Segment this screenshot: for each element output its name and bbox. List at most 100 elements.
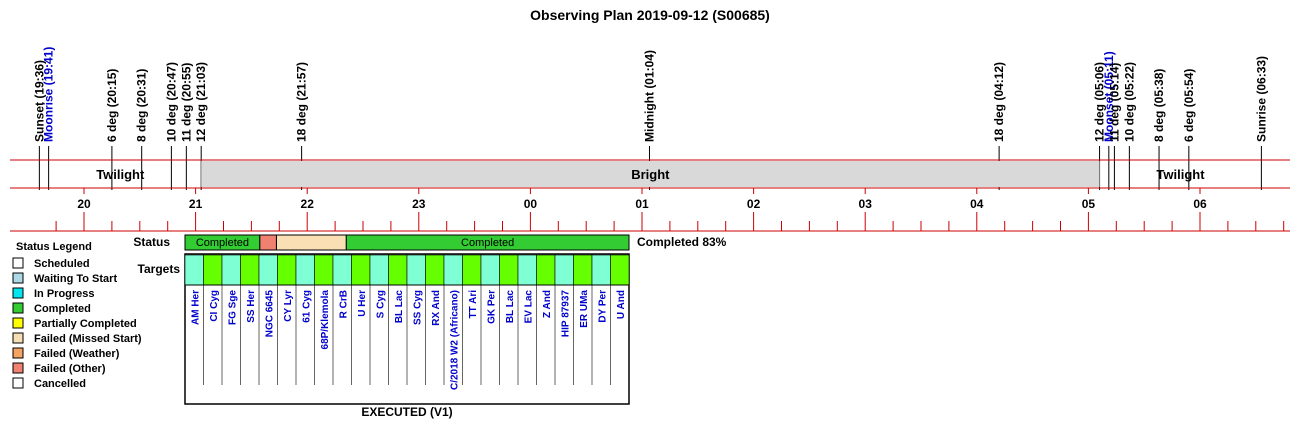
target-cell [203,254,223,286]
status-segment-label: Completed [196,237,249,249]
target-cell [221,254,241,286]
target-name: R CrB [338,290,349,318]
status-summary: Completed 83% [637,235,727,249]
target-name: RX And [431,290,442,326]
event-label: Moonset (05:11) [1102,51,1116,142]
band-label: Twilight [1156,167,1205,182]
target-cell [443,254,463,286]
legend-swatch [12,287,24,299]
event-label: 11 deg (05:14) [1107,63,1121,142]
hour-label: 23 [412,197,426,211]
hour-label: 06 [1193,197,1207,211]
execution-footer: EXECUTED (V1) [361,405,452,419]
target-name: U Her [357,290,368,317]
target-cell [517,254,537,286]
status-legend: Status Legend Scheduled Waiting To Start In… [12,241,142,390]
status-segment-label: Completed [461,237,514,249]
target-name: HIP 87937 [560,290,571,338]
legend-swatch [12,332,24,344]
hour-label: 01 [635,197,649,211]
legend-item-label: Waiting To Start [34,273,117,285]
status-segment [275,234,347,251]
target-name: 61 Cyg [301,290,312,323]
target-cell [277,254,297,286]
event-markers: Sunset (19:36)Moonrise (19:41) 6 deg (20:… [32,47,1268,190]
hour-label: 00 [524,197,538,211]
target-name: BL Lac [505,290,516,324]
legend-swatch [12,377,24,389]
legend-item-label: Failed (Weather) [34,348,120,360]
legend-item-label: Completed [34,303,91,315]
hour-label: 02 [747,197,761,211]
target-cell [425,254,445,286]
target-cell [536,254,556,286]
status-row-label: Status [133,235,170,249]
event-label: 10 deg (05:22) [1122,62,1136,142]
event-label: Sunrise (06:33) [1254,56,1268,142]
target-name: AM Her [190,290,201,325]
hour-label: 03 [859,197,873,211]
target-cell [499,254,519,286]
band-label: Bright [631,167,670,182]
legend-item-label: Partially Completed [34,318,137,330]
event-label: 10 deg (20:47) [164,62,178,142]
event-label: 8 deg (20:31) [135,69,149,142]
targets-table: AM Her CI Cyg FG Sge SS Her NGC 6645 CY Lyr 61… [184,253,630,405]
legend-item-label: Scheduled [34,258,90,270]
target-cell [462,254,482,286]
target-name: CY Lyr [283,290,294,322]
event-label: 8 deg (05:38) [1152,69,1166,142]
targets-row-label: Targets [138,262,181,276]
target-cell [332,254,352,286]
target-name: BL Lac [394,290,405,324]
hour-label: 22 [301,197,315,211]
target-name: 68P/Klemola [320,290,331,350]
target-name: ER UMa [579,290,590,328]
target-name: Z And [542,290,553,318]
target-name: EV Lac [523,290,534,324]
target-cell [314,254,334,286]
target-name: U And [616,290,627,319]
target-name: FG Sge [227,290,238,325]
target-cell [351,254,371,286]
status-segment [345,234,630,251]
legend-swatch [12,317,24,329]
target-name: NGC 6645 [264,290,275,338]
hour-axis: 20 21 22 23 00 01 02 03 04 05 06 [10,159,1290,232]
legend-swatch [12,302,24,314]
target-cell [240,254,260,286]
band-label: Twilight [96,167,145,182]
legend-item-label: In Progress [34,288,95,300]
legend-item-label: Failed (Missed Start) [34,333,142,345]
legend-swatch [12,362,24,374]
target-name: CI Cyg [209,290,220,322]
legend-title: Status Legend [16,241,92,253]
hour-label: 20 [77,197,91,211]
target-cell [388,254,408,286]
legend-swatch [12,257,24,269]
target-cell [258,254,278,286]
target-cell [480,254,500,286]
event-label: Moonrise (19:41) [42,47,56,142]
target-cell [610,254,630,286]
hour-label: 05 [1082,197,1096,211]
target-name: GK Per [486,290,497,324]
legend-item-label: Cancelled [34,378,86,390]
event-label: Midnight (01:04) [642,50,656,142]
target-cell [184,254,204,286]
target-cell [573,254,593,286]
target-cell [369,254,389,286]
legend-item-label: Failed (Other) [34,363,106,375]
event-label: 6 deg (20:15) [105,69,119,142]
target-cell [554,254,574,286]
event-label: 12 deg (05:06) [1093,62,1107,142]
event-label: 11 deg (20:55) [179,63,193,142]
target-name: S Cyg [375,290,386,318]
event-label: 6 deg (05:54) [1182,69,1196,142]
hour-label: 04 [970,197,984,211]
chart-title: Observing Plan 2019-09-12 (S00685) [530,7,770,23]
band-bright [201,161,1100,187]
target-name: TT Ari [468,290,479,319]
status-segment [259,234,277,251]
